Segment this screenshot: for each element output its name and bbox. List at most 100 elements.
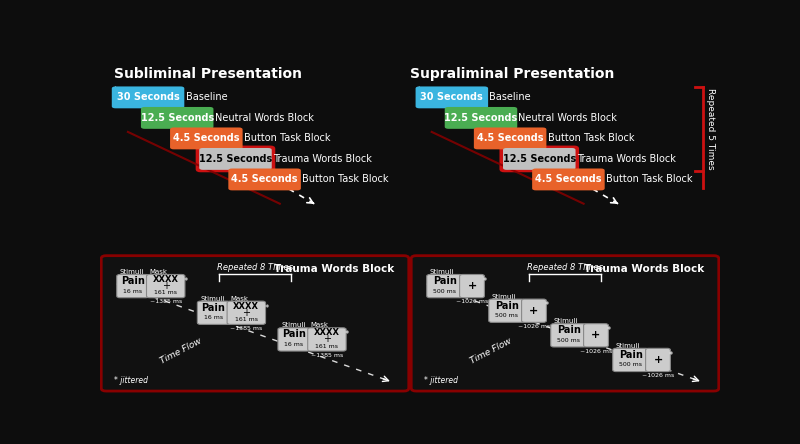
FancyBboxPatch shape	[170, 127, 242, 149]
FancyBboxPatch shape	[141, 107, 214, 129]
Text: Button Task Block: Button Task Block	[302, 174, 389, 184]
FancyBboxPatch shape	[522, 299, 546, 322]
Text: Pain: Pain	[282, 329, 306, 340]
FancyBboxPatch shape	[227, 301, 266, 325]
Text: Pain: Pain	[433, 276, 457, 286]
FancyBboxPatch shape	[102, 256, 409, 391]
FancyBboxPatch shape	[489, 299, 525, 322]
Text: Baseline: Baseline	[186, 92, 227, 103]
FancyBboxPatch shape	[503, 148, 575, 170]
Text: 500 ms: 500 ms	[619, 362, 642, 367]
Text: 4.5 Seconds: 4.5 Seconds	[477, 133, 543, 143]
FancyBboxPatch shape	[426, 274, 462, 298]
Text: 30 Seconds: 30 Seconds	[421, 92, 483, 103]
Text: Time Flow: Time Flow	[158, 337, 203, 366]
Text: Stimuli: Stimuli	[281, 322, 306, 329]
Text: ~1026 ms: ~1026 ms	[456, 299, 488, 305]
Text: Trauma Words Block: Trauma Words Block	[577, 154, 676, 164]
Text: Mask: Mask	[150, 269, 168, 275]
Text: Pain: Pain	[202, 303, 226, 313]
Text: Pain: Pain	[494, 301, 518, 311]
Text: 500 ms: 500 ms	[495, 313, 518, 318]
FancyBboxPatch shape	[613, 349, 649, 372]
Text: +: +	[530, 306, 538, 316]
Text: Trauma Words Block: Trauma Words Block	[274, 264, 394, 274]
Text: 30 Seconds: 30 Seconds	[117, 92, 179, 103]
FancyBboxPatch shape	[199, 148, 272, 170]
Text: 16 ms: 16 ms	[285, 342, 304, 347]
Text: +: +	[323, 334, 331, 345]
Text: Supraliminal Presentation: Supraliminal Presentation	[410, 67, 614, 81]
FancyBboxPatch shape	[112, 87, 184, 108]
Text: Stimuli: Stimuli	[554, 318, 578, 325]
FancyBboxPatch shape	[501, 147, 578, 171]
Text: Stimuli: Stimuli	[430, 269, 454, 275]
Text: 500 ms: 500 ms	[558, 338, 580, 343]
Text: Time Flow: Time Flow	[468, 337, 513, 366]
Text: Button Task Block: Button Task Block	[244, 133, 330, 143]
Text: *: *	[545, 301, 550, 310]
Text: Subliminal Presentation: Subliminal Presentation	[114, 67, 302, 81]
FancyBboxPatch shape	[646, 349, 670, 372]
Text: Trauma Words Block: Trauma Words Block	[584, 264, 705, 274]
Text: +: +	[242, 308, 250, 318]
FancyBboxPatch shape	[146, 274, 185, 298]
Text: ~1026 ms: ~1026 ms	[518, 324, 550, 329]
Text: 161 ms: 161 ms	[154, 290, 178, 295]
Text: ~1385 ms: ~1385 ms	[310, 353, 343, 358]
Text: Pain: Pain	[121, 276, 145, 286]
Text: 161 ms: 161 ms	[235, 317, 258, 322]
Text: 4.5 Seconds: 4.5 Seconds	[173, 133, 239, 143]
FancyBboxPatch shape	[445, 107, 518, 129]
Text: Stimuli: Stimuli	[492, 294, 516, 300]
Text: ~1026 ms: ~1026 ms	[642, 373, 674, 378]
Text: Mask: Mask	[310, 322, 329, 329]
FancyBboxPatch shape	[228, 168, 301, 190]
Text: 12.5 Seconds: 12.5 Seconds	[199, 154, 272, 164]
Text: *: *	[669, 351, 674, 360]
FancyBboxPatch shape	[584, 324, 609, 347]
Text: * jittered: * jittered	[424, 376, 458, 385]
Text: Pain: Pain	[557, 325, 581, 335]
Text: 4.5 Seconds: 4.5 Seconds	[231, 174, 298, 184]
Text: 12.5 Seconds: 12.5 Seconds	[141, 113, 214, 123]
FancyBboxPatch shape	[308, 328, 346, 351]
Text: Repeated 8 Times: Repeated 8 Times	[217, 263, 293, 272]
Text: Stimuli: Stimuli	[616, 343, 640, 349]
Text: +: +	[162, 281, 170, 291]
Text: Neutral Words Block: Neutral Words Block	[214, 113, 314, 123]
Text: 16 ms: 16 ms	[123, 289, 142, 293]
Text: 12.5 Seconds: 12.5 Seconds	[502, 154, 576, 164]
Text: Repeated 5 Times: Repeated 5 Times	[706, 88, 714, 170]
Text: Stimuli: Stimuli	[201, 296, 225, 302]
Text: *: *	[607, 326, 611, 335]
FancyBboxPatch shape	[117, 274, 149, 298]
FancyBboxPatch shape	[411, 256, 718, 391]
FancyBboxPatch shape	[532, 168, 605, 190]
Text: 161 ms: 161 ms	[315, 344, 338, 349]
Text: Pain: Pain	[618, 350, 642, 360]
Text: 16 ms: 16 ms	[204, 315, 223, 320]
Text: 500 ms: 500 ms	[434, 289, 456, 293]
Text: +: +	[591, 330, 601, 341]
FancyBboxPatch shape	[278, 328, 310, 351]
Text: Repeated 8 Times: Repeated 8 Times	[527, 263, 603, 272]
Text: 12.5 Seconds: 12.5 Seconds	[444, 113, 518, 123]
Text: ~1026 ms: ~1026 ms	[580, 349, 612, 354]
Text: +: +	[654, 355, 662, 365]
Text: Mask: Mask	[230, 296, 248, 302]
Text: Neutral Words Block: Neutral Words Block	[518, 113, 618, 123]
Text: *: *	[264, 304, 269, 313]
FancyBboxPatch shape	[459, 274, 485, 298]
Text: Baseline: Baseline	[490, 92, 531, 103]
Text: 4.5 Seconds: 4.5 Seconds	[535, 174, 602, 184]
Text: *: *	[483, 277, 487, 286]
Text: Button Task Block: Button Task Block	[548, 133, 634, 143]
Text: *: *	[184, 277, 188, 286]
FancyBboxPatch shape	[197, 147, 274, 171]
Text: ~1385 ms: ~1385 ms	[230, 326, 262, 331]
Text: +: +	[467, 281, 477, 291]
FancyBboxPatch shape	[550, 324, 586, 347]
Text: Stimuli: Stimuli	[120, 269, 144, 275]
Text: Trauma Words Block: Trauma Words Block	[273, 154, 372, 164]
